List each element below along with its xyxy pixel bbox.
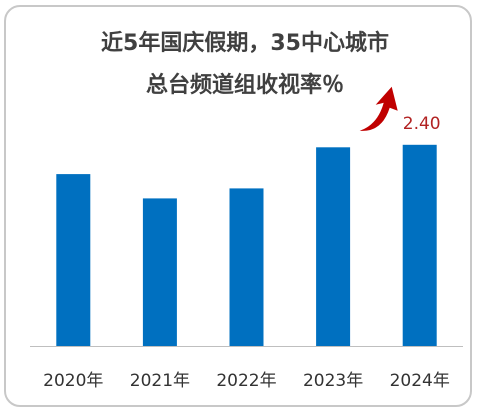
x-tick-label-0: 2020年 <box>43 371 103 391</box>
x-tick-labels: 2020年 2021年 2022年 2023年 2024年 <box>43 371 450 391</box>
x-tick-label-4: 2024年 <box>390 371 450 391</box>
annotations-group: 2.40 <box>359 86 441 134</box>
chart-title: 近5年国庆假期，35中心城市 <box>101 31 389 56</box>
bar-2 <box>229 188 264 346</box>
x-tick-label-2: 2022年 <box>216 371 276 391</box>
x-tick-label-1: 2021年 <box>130 371 190 391</box>
data-label-0: 2.40 <box>403 114 441 134</box>
bar-4 <box>402 144 437 346</box>
up-arrow-icon <box>359 86 398 131</box>
chart-subtitle: 总台频道组收视率％ <box>145 73 344 98</box>
bar-3 <box>316 147 351 346</box>
bar-1 <box>142 198 177 346</box>
bars-group <box>56 144 437 346</box>
bar-0 <box>56 174 91 346</box>
x-tick-label-3: 2023年 <box>303 371 363 391</box>
